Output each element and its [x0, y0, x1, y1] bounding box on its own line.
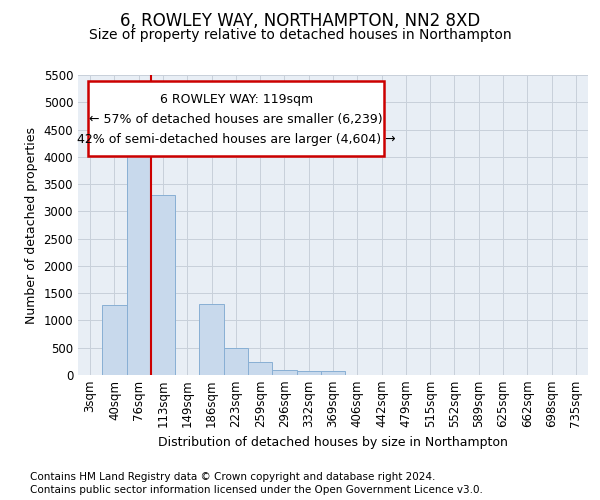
Bar — [199, 304, 224, 375]
FancyBboxPatch shape — [88, 81, 384, 156]
Bar — [127, 138, 151, 375]
Bar — [272, 370, 296, 375]
Text: ← 57% of detached houses are smaller (6,239): ← 57% of detached houses are smaller (6,… — [89, 114, 383, 126]
Text: Contains HM Land Registry data © Crown copyright and database right 2024.: Contains HM Land Registry data © Crown c… — [30, 472, 436, 482]
Bar — [248, 362, 272, 375]
Text: Size of property relative to detached houses in Northampton: Size of property relative to detached ho… — [89, 28, 511, 42]
Bar — [321, 372, 345, 375]
Text: 42% of semi-detached houses are larger (4,604) →: 42% of semi-detached houses are larger (… — [77, 133, 395, 146]
Text: Distribution of detached houses by size in Northampton: Distribution of detached houses by size … — [158, 436, 508, 449]
Text: 6 ROWLEY WAY: 119sqm: 6 ROWLEY WAY: 119sqm — [160, 93, 313, 106]
Bar — [224, 348, 248, 375]
Text: Contains public sector information licensed under the Open Government Licence v3: Contains public sector information licen… — [30, 485, 483, 495]
Y-axis label: Number of detached properties: Number of detached properties — [25, 126, 38, 324]
Bar — [102, 306, 127, 375]
Text: 6, ROWLEY WAY, NORTHAMPTON, NN2 8XD: 6, ROWLEY WAY, NORTHAMPTON, NN2 8XD — [120, 12, 480, 30]
Bar — [296, 372, 321, 375]
Bar — [151, 195, 175, 375]
